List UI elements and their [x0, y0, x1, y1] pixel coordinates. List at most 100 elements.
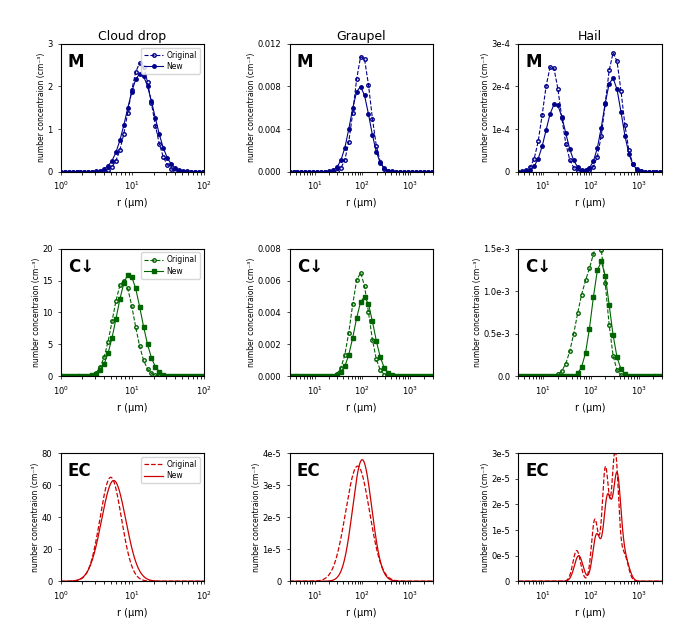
Original: [522, 372, 531, 380]
New: [609, 74, 617, 82]
X-axis label: r (μm): r (μm): [574, 402, 605, 412]
Original: [641, 372, 649, 380]
Line: Original: Original: [61, 478, 204, 581]
Original: [649, 168, 657, 176]
Original: [601, 100, 610, 107]
New: [96, 167, 104, 174]
Original: [605, 67, 613, 74]
New: [171, 164, 179, 172]
New: [384, 369, 392, 377]
New: [92, 370, 101, 378]
Original: [621, 372, 629, 380]
New: [534, 372, 542, 380]
New: [147, 354, 155, 362]
Original: [321, 372, 329, 380]
New: [345, 351, 353, 359]
Original: [337, 364, 345, 372]
New: [653, 168, 661, 176]
New: [404, 372, 412, 380]
Original: [286, 168, 294, 176]
Original: [380, 165, 388, 172]
New: [116, 296, 124, 303]
Original: [161, 578, 169, 585]
New: [119, 121, 128, 129]
Original: [128, 86, 136, 94]
New: [332, 574, 340, 582]
Original: [400, 372, 408, 380]
Original: [625, 147, 633, 154]
Original: [369, 336, 377, 344]
Original: [286, 578, 294, 585]
Original: [637, 168, 645, 175]
Original: [140, 356, 148, 364]
New: [625, 150, 633, 158]
New: [597, 258, 605, 265]
New: [570, 157, 578, 164]
New: [558, 113, 566, 121]
Original: [147, 369, 155, 377]
Original: [360, 282, 369, 289]
New: [163, 372, 171, 379]
Line: Original: Original: [290, 466, 433, 581]
Original: [629, 161, 637, 168]
Original: [309, 372, 317, 380]
New: [119, 279, 128, 287]
New: [92, 168, 101, 175]
New: [179, 168, 187, 175]
New: [369, 318, 377, 325]
Original: [530, 372, 538, 380]
New: [151, 363, 159, 371]
Original: [632, 166, 641, 173]
Original: [80, 168, 88, 176]
New: [376, 556, 384, 563]
New: [641, 168, 649, 175]
Line: New: New: [61, 481, 204, 581]
New: [657, 578, 666, 585]
Original: [167, 372, 176, 380]
New: [581, 166, 589, 174]
New: [558, 372, 566, 380]
Original: [554, 85, 562, 92]
Title: Hail: Hail: [578, 29, 602, 42]
New: [132, 285, 140, 292]
Original: [329, 168, 337, 175]
Original: [313, 372, 321, 380]
Text: M: M: [68, 52, 84, 71]
Original: [151, 372, 159, 379]
New: [333, 164, 341, 171]
New: [84, 168, 92, 176]
New: [609, 331, 617, 339]
New: [69, 372, 77, 380]
New: [151, 114, 159, 122]
Original: [645, 372, 653, 380]
Original: [298, 168, 306, 176]
Original: [345, 329, 353, 336]
New: [124, 104, 132, 112]
Original: [625, 372, 633, 380]
Original: [581, 277, 589, 284]
New: [621, 132, 629, 139]
Original: [88, 371, 97, 379]
New: [198, 372, 207, 380]
Original: [653, 372, 661, 380]
New: [570, 372, 578, 379]
Original: [392, 372, 400, 380]
Original: [561, 578, 569, 585]
New: [88, 168, 97, 175]
Original: [294, 372, 302, 380]
Original: [341, 156, 349, 164]
Original: [57, 578, 65, 585]
Y-axis label: number concentraion (cm⁻³): number concentraion (cm⁻³): [252, 462, 261, 572]
New: [112, 149, 120, 156]
New: [585, 325, 593, 332]
Original: [124, 284, 132, 292]
New: [388, 372, 396, 379]
Line: New: New: [290, 460, 433, 581]
New: [554, 102, 562, 109]
Original: [116, 146, 124, 154]
Y-axis label: number concentraion (cm⁻³): number concentraion (cm⁻³): [36, 53, 46, 162]
New: [538, 372, 546, 380]
New: [376, 159, 384, 167]
New: [396, 168, 404, 176]
Original: [65, 372, 73, 380]
